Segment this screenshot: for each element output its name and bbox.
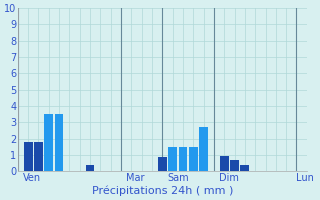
X-axis label: Précipitations 24h ( mm ): Précipitations 24h ( mm ): [92, 185, 233, 196]
Bar: [34, 142, 43, 171]
Bar: [24, 142, 33, 171]
Bar: [158, 157, 167, 171]
Bar: [179, 147, 187, 171]
Bar: [241, 165, 249, 171]
Bar: [55, 114, 63, 171]
Bar: [220, 156, 228, 171]
Bar: [86, 165, 94, 171]
Bar: [44, 114, 53, 171]
Bar: [199, 127, 208, 171]
Bar: [168, 147, 177, 171]
Bar: [189, 147, 198, 171]
Bar: [230, 160, 239, 171]
